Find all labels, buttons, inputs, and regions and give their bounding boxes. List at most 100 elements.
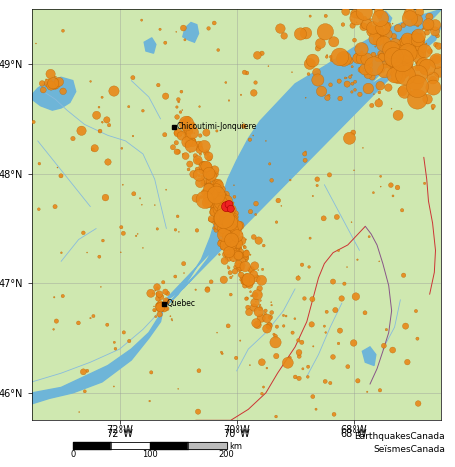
Point <box>389 192 397 200</box>
Point <box>230 223 238 231</box>
Point <box>268 301 275 309</box>
Point <box>348 71 355 79</box>
Point <box>351 10 359 17</box>
Bar <box>73 442 227 449</box>
Point <box>399 87 406 95</box>
Point <box>210 168 217 176</box>
Point <box>157 292 164 299</box>
Point <box>400 38 407 45</box>
Point <box>423 63 430 71</box>
Point <box>286 354 293 361</box>
Point <box>377 183 384 191</box>
Point <box>205 198 212 205</box>
Point <box>406 33 413 41</box>
Point <box>218 185 225 193</box>
Point <box>184 138 191 146</box>
Point <box>243 255 251 262</box>
Point <box>350 339 357 347</box>
Point <box>223 229 230 237</box>
Point <box>229 222 237 230</box>
Point <box>404 56 412 63</box>
Point <box>349 63 356 71</box>
Point <box>243 295 250 303</box>
Point <box>230 245 238 252</box>
Point <box>80 368 87 375</box>
Point <box>416 8 423 16</box>
Point <box>222 203 229 211</box>
Point <box>175 385 182 393</box>
Point <box>217 240 225 247</box>
Point <box>219 195 227 203</box>
Point <box>267 313 274 321</box>
Point <box>229 240 236 247</box>
Point <box>419 25 426 33</box>
Point <box>408 83 415 90</box>
Point <box>215 222 222 229</box>
Point <box>213 210 221 218</box>
Point <box>210 215 217 222</box>
Point <box>200 163 207 170</box>
Point <box>173 129 180 137</box>
Point <box>336 53 344 61</box>
Point <box>154 284 161 292</box>
Point <box>207 192 215 200</box>
Point <box>216 189 223 196</box>
Point <box>360 23 367 30</box>
Point <box>420 67 428 74</box>
Point <box>307 13 314 20</box>
Point <box>238 264 246 272</box>
Point <box>348 219 355 226</box>
Point <box>207 187 214 195</box>
Point <box>363 55 370 63</box>
Point <box>402 71 409 79</box>
Point <box>229 242 236 249</box>
Point <box>406 10 414 18</box>
Point <box>241 69 248 76</box>
Point <box>118 145 126 152</box>
Point <box>241 282 248 290</box>
Point <box>106 121 113 129</box>
Point <box>222 200 229 208</box>
Point <box>273 413 280 420</box>
Point <box>401 39 408 46</box>
Point <box>238 252 245 260</box>
Point <box>217 199 224 206</box>
Point <box>182 123 189 130</box>
Point <box>210 184 217 192</box>
Point <box>205 177 212 184</box>
Point <box>220 202 227 210</box>
Point <box>406 15 414 22</box>
Point <box>110 383 117 390</box>
Point <box>393 69 400 76</box>
Point <box>80 229 87 237</box>
Point <box>229 226 237 234</box>
Point <box>188 137 196 144</box>
Point <box>419 62 426 69</box>
Point <box>256 303 263 310</box>
Point <box>255 266 262 274</box>
Point <box>209 217 216 225</box>
Point <box>338 295 345 302</box>
Point <box>342 8 349 15</box>
Point <box>103 116 111 124</box>
Point <box>304 363 312 370</box>
Point <box>206 177 213 184</box>
Point <box>225 201 233 208</box>
Point <box>194 165 201 173</box>
Point <box>426 13 433 21</box>
Point <box>167 312 174 320</box>
Point <box>214 186 222 194</box>
Point <box>59 27 66 35</box>
Point <box>155 303 162 310</box>
Point <box>243 277 250 284</box>
Point <box>425 21 432 28</box>
Point <box>234 258 241 265</box>
Point <box>376 13 383 20</box>
Point <box>175 96 182 103</box>
Point <box>205 176 212 184</box>
Point <box>153 283 161 291</box>
Point <box>219 243 227 251</box>
Point <box>320 215 327 222</box>
Point <box>322 12 329 20</box>
Point <box>354 55 362 62</box>
